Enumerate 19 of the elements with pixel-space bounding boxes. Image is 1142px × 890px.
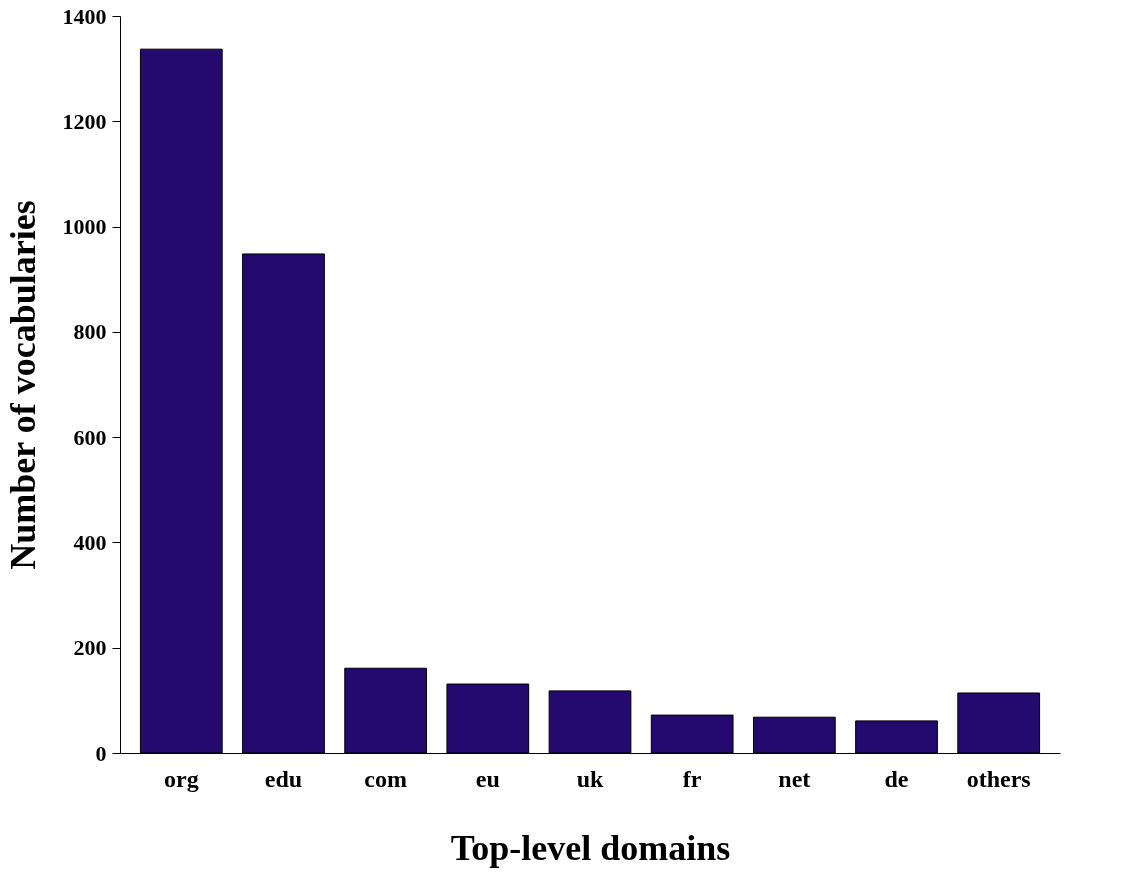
y-tick-label: 1000: [62, 214, 107, 240]
y-axis-title: Number of vocabularies: [2, 200, 43, 570]
y-tick-label: 1200: [62, 108, 107, 134]
x-tick-label: uk: [576, 765, 604, 792]
y-tick-label: 600: [73, 424, 107, 450]
x-tick-label: fr: [682, 765, 702, 792]
y-tick-label: 1400: [62, 3, 107, 29]
x-tick-label: edu: [264, 765, 303, 792]
x-tick-label: net: [778, 765, 811, 792]
x-tick-label: org: [163, 765, 199, 792]
x-tick-label: others: [966, 765, 1031, 792]
y-tick-label: 400: [73, 529, 107, 555]
y-tick-label: 800: [73, 319, 107, 345]
y-tick-label: 0: [95, 740, 107, 766]
y-tick-label: 200: [73, 635, 107, 661]
x-axis-title: Top-level domains: [450, 827, 731, 868]
x-tick-label: eu: [475, 765, 500, 792]
x-tick-label: de: [884, 765, 909, 792]
x-tick-label: com: [364, 765, 407, 792]
